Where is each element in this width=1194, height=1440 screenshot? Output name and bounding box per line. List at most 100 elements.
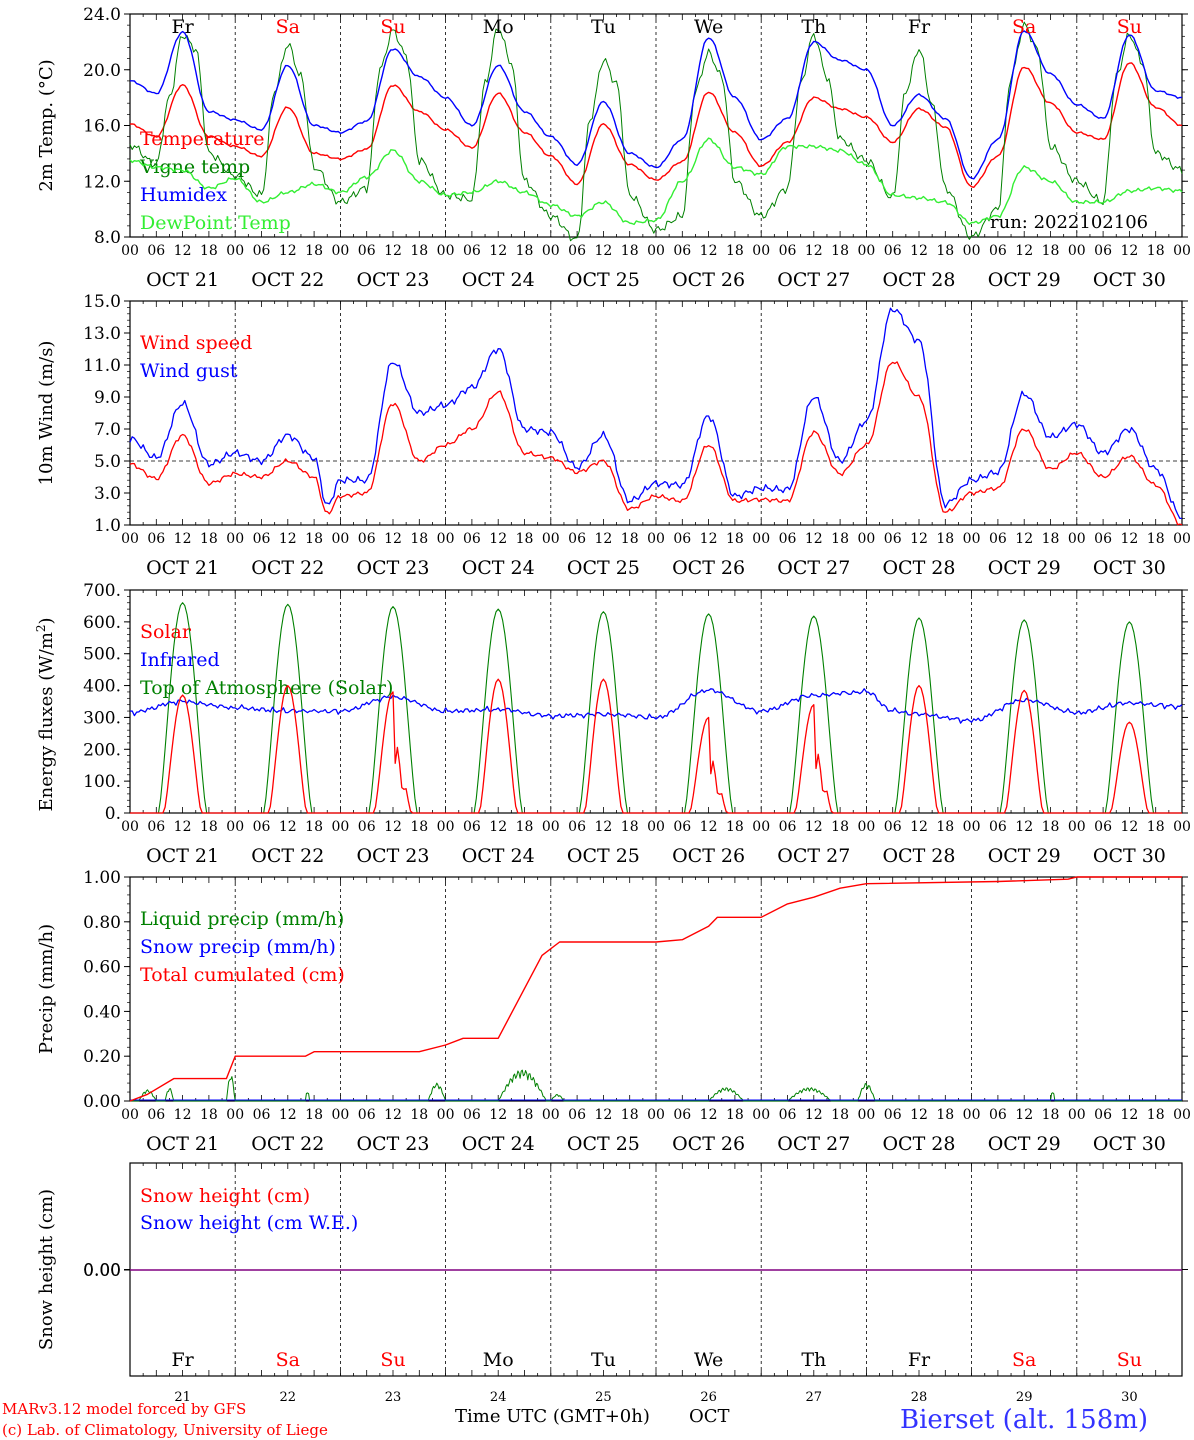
hour-tick-label: 06 (358, 531, 376, 547)
hour-tick-label: 12 (1015, 1107, 1033, 1123)
hour-tick-label: 12 (910, 1107, 928, 1123)
hour-tick-label: 12 (910, 819, 928, 835)
hour-tick-label: 00 (857, 531, 875, 547)
hour-tick-label: 06 (779, 819, 797, 835)
hour-tick-label: 12 (279, 819, 297, 835)
date-label: OCT 29 (988, 557, 1061, 579)
date-label: OCT 30 (1093, 557, 1166, 579)
day-of-week-label: We (694, 1349, 723, 1371)
hour-tick-label: 18 (621, 1107, 639, 1123)
y-tick-label: 20.0 (83, 61, 121, 81)
hour-tick-label: 18 (200, 819, 218, 835)
hour-tick-label: 12 (1015, 531, 1033, 547)
hour-tick-label: 12 (594, 531, 612, 547)
date-label: OCT 30 (1093, 269, 1166, 291)
hour-tick-label: 06 (884, 531, 902, 547)
hour-tick-label: 12 (279, 1107, 297, 1123)
hour-tick-label: 12 (384, 1107, 402, 1123)
hour-tick-label: 12 (1120, 819, 1138, 835)
hour-tick-label: 06 (358, 819, 376, 835)
date-label: OCT 25 (567, 557, 640, 579)
hour-tick-label: 06 (779, 243, 797, 259)
date-label: OCT 28 (882, 557, 955, 579)
hour-tick-label: 12 (174, 531, 192, 547)
hour-tick-label: 18 (1147, 531, 1165, 547)
hour-tick-label: 18 (410, 819, 428, 835)
hour-tick-label: 00 (752, 819, 770, 835)
hour-tick-label: 00 (647, 819, 665, 835)
day-of-week-label: Sa (1012, 1349, 1036, 1371)
hour-tick-label: 06 (884, 1107, 902, 1123)
hour-tick-label: 18 (200, 531, 218, 547)
date-label: OCT 27 (777, 557, 850, 579)
y-tick-label: 0.00 (83, 1261, 121, 1281)
hour-tick-label: 12 (1015, 243, 1033, 259)
hour-tick-label: 06 (463, 531, 481, 547)
hour-tick-label: 18 (516, 243, 534, 259)
hour-tick-label: 18 (305, 1107, 323, 1123)
hour-tick-label: 06 (673, 531, 691, 547)
series-infrared (129, 688, 1183, 724)
date-label: OCT 27 (777, 845, 850, 867)
date-label: OCT 21 (146, 1133, 219, 1155)
hour-tick-label: 00 (331, 1107, 349, 1123)
hour-tick-label: 18 (410, 531, 428, 547)
date-label: OCT 23 (356, 269, 429, 291)
hour-tick-label: 06 (253, 243, 271, 259)
hour-tick-label: 12 (910, 243, 928, 259)
series-vigne-temp (129, 21, 1183, 242)
legend-snow-height-cm-w-e-: Snow height (cm W.E.) (140, 1212, 358, 1234)
y-axis-title-sup: 2 (34, 624, 48, 632)
y-tick-label: 13.0 (83, 324, 121, 344)
day-of-week-label: Su (1117, 16, 1142, 38)
date-label: OCT 24 (462, 269, 535, 291)
series-wind-speed (129, 361, 1183, 526)
day-of-week-label: Su (1117, 1349, 1142, 1371)
hour-tick-label: 18 (726, 819, 744, 835)
hour-tick-label: 06 (1094, 531, 1112, 547)
hour-tick-label: 06 (884, 819, 902, 835)
hour-tick-label: 18 (516, 1107, 534, 1123)
hour-tick-label: 18 (621, 243, 639, 259)
series-solar (130, 678, 1182, 814)
day-of-week-label: Sa (276, 16, 300, 38)
bottom-axis-month: OCT (689, 1406, 730, 1427)
hour-tick-label: 00 (963, 1107, 981, 1123)
date-label: OCT 24 (462, 557, 535, 579)
hour-tick-label: 12 (700, 243, 718, 259)
day-number-label: 26 (700, 1390, 717, 1405)
hour-tick-label: 00 (331, 531, 349, 547)
hour-tick-label: 18 (1042, 531, 1060, 547)
y-axis-title-end: ) (36, 617, 57, 624)
hour-tick-label: 18 (831, 531, 849, 547)
hour-tick-label: 00 (752, 531, 770, 547)
legend-wind-gust: Wind gust (140, 360, 238, 382)
hour-tick-label: 18 (726, 243, 744, 259)
y-axis-title: 10m Wind (m/s) (36, 341, 57, 486)
hour-tick-label: 06 (147, 819, 165, 835)
date-label: OCT 27 (777, 269, 850, 291)
hour-tick-label: 18 (726, 531, 744, 547)
day-of-week-label: Mo (483, 1349, 514, 1371)
hour-tick-label: 00 (1068, 819, 1086, 835)
hour-tick-label: 18 (410, 1107, 428, 1123)
day-number-label: 27 (806, 1390, 823, 1405)
hour-tick-label: 12 (174, 819, 192, 835)
run-label: run: 2022102106 (990, 212, 1148, 233)
y-tick-label: 1.00 (83, 868, 121, 888)
hour-tick-label: 00 (857, 1107, 875, 1123)
date-label: OCT 25 (567, 1133, 640, 1155)
y-tick-label: 3.0 (94, 484, 121, 504)
date-label: OCT 26 (672, 269, 745, 291)
day-number-label: 22 (280, 1390, 297, 1405)
hour-tick-label: 18 (1042, 1107, 1060, 1123)
date-label: OCT 25 (567, 845, 640, 867)
day-number-label: 23 (385, 1390, 402, 1405)
hour-tick-label: 12 (174, 1107, 192, 1123)
y-tick-label: 16.0 (83, 117, 121, 137)
y-tick-label: 9.0 (94, 388, 121, 408)
day-of-week-label: Mo (483, 16, 514, 38)
hour-tick-label: 12 (384, 819, 402, 835)
hour-tick-label: 18 (305, 819, 323, 835)
